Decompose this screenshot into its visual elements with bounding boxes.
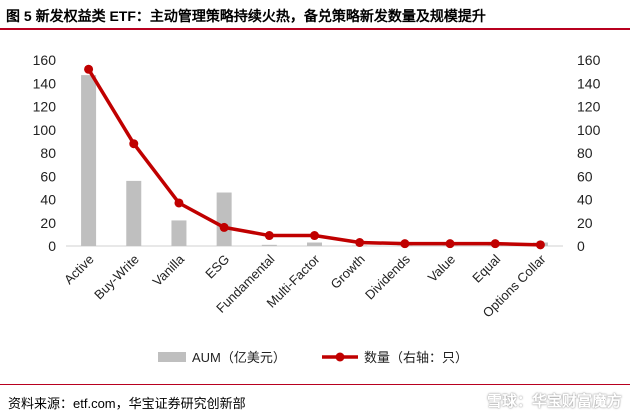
y2-tick-label: 60	[577, 168, 593, 184]
y2-tick-label: 80	[577, 145, 593, 161]
chart: 0 20 40 60 80 100 120 140 160 0 20 40 60 80 100 120 140 1…	[33, 52, 601, 365]
bar	[261, 244, 277, 246]
source-bar: 资料来源：etf.com，华宝证券研究创新部 雪球：华宝财富魔方	[0, 384, 630, 414]
y2-tick-label: 100	[577, 122, 601, 138]
x-tick-label: Equal	[469, 251, 503, 285]
y-tick-label: 100	[33, 122, 57, 138]
line-point	[219, 222, 229, 232]
y2-tick-label: 0	[577, 238, 585, 254]
legend-swatch-bar	[158, 352, 186, 362]
line-point	[355, 238, 365, 248]
line-point	[264, 231, 274, 241]
y-tick-label: 160	[33, 52, 57, 68]
y-tick-label: 40	[40, 192, 56, 208]
x-tick-label: Dividends	[362, 251, 413, 302]
line-point	[535, 240, 545, 250]
figure-title-bar: 图 5 新发权益类 ETF：主动管理策略持续火热，备兑策略新发数量及规模提升	[0, 0, 630, 30]
line-path	[87, 68, 541, 247]
line-point	[310, 231, 319, 241]
y-tick-label: 20	[40, 215, 56, 231]
chart-legend: AUM（亿美元） 数量（右轴：只）	[158, 350, 468, 365]
bar	[216, 192, 232, 246]
y-tick-label: 60	[40, 168, 56, 184]
line-point	[490, 239, 500, 249]
bar-series	[81, 75, 548, 247]
line-point	[129, 139, 139, 149]
watermark: 雪球：华宝财富魔方	[486, 393, 622, 410]
x-tick-label: Buy-Write	[91, 252, 142, 303]
y-tick-label: 140	[33, 75, 57, 91]
legend-label-line: 数量（右轴：只）	[364, 350, 468, 365]
bar	[126, 180, 142, 246]
x-tick-label: Active	[61, 252, 97, 288]
line-point	[445, 239, 455, 249]
y2-tick-label: 40	[577, 192, 593, 208]
y2-tick-label: 160	[577, 52, 601, 68]
chart-axes: 0 20 40 60 80 100 120 140 160 0 20 40 60 80 100 120 140 1…	[33, 52, 601, 320]
y-tick-label: 80	[40, 145, 56, 161]
line-point	[84, 64, 94, 74]
y2-tick-label: 120	[577, 99, 601, 115]
legend-label-bar: AUM（亿美元）	[192, 350, 286, 365]
y2-tick-label: 140	[577, 75, 601, 91]
x-tick-label: ESG	[202, 252, 232, 282]
legend-marker-line	[335, 352, 345, 362]
line-series	[84, 64, 545, 250]
line-point	[174, 198, 184, 208]
line-point	[400, 239, 410, 249]
source-note: 资料来源：etf.com，华宝证券研究创新部	[8, 396, 246, 411]
figure-title: 图 5 新发权益类 ETF：主动管理策略持续火热，备兑策略新发数量及规模提升	[6, 8, 486, 24]
x-tick-label: Growth	[328, 252, 368, 292]
y-tick-label: 120	[33, 99, 57, 115]
bar	[81, 75, 97, 246]
bar	[307, 242, 322, 246]
y-tick-label: 0	[48, 238, 56, 254]
x-tick-label: Vanilla	[150, 251, 188, 289]
bar	[171, 220, 187, 246]
y2-tick-label: 20	[577, 215, 593, 231]
x-tick-label: Value	[425, 252, 458, 285]
